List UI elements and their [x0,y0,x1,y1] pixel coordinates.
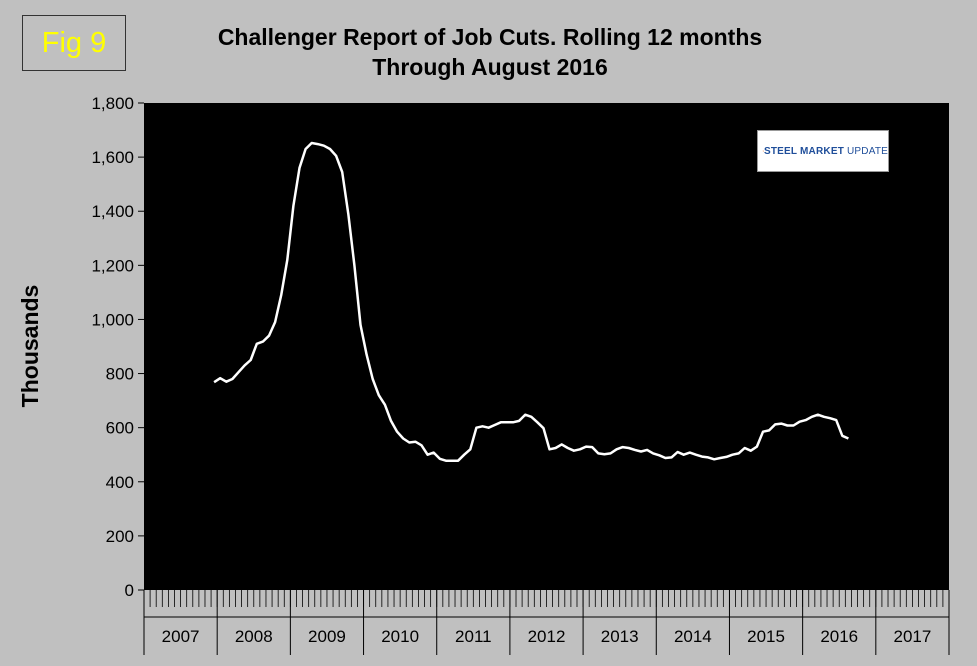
y-tick-label: 1,000 [91,310,134,329]
y-axis: 0 200 400 600 800 1,000 1,200 1,400 1,600 1,800 [91,94,144,600]
year-labels: 2007 2008 2009 2010 2011 2012 2013 2014 2015 2016… [143,590,950,655]
y-tick-label: 400 [106,473,134,492]
year-label: 2012 [528,627,566,646]
chart-title-line1: Challenger Report of Job Cuts. Rolling 1… [217,24,763,50]
y-tick-label: 200 [106,527,134,546]
y-axis-title: Thousands [17,285,43,408]
chart-title: Challenger Report of Job Cuts. Rolling 1… [140,22,840,82]
x-axis [143,590,950,607]
logo-text-bold: STEEL MARKET [764,145,844,157]
logo-text-light: UPDATE [844,145,888,157]
year-label: 2013 [601,627,639,646]
y-tick-label: 1,400 [91,202,134,221]
figure-badge: Fig 9 [22,15,126,71]
plot-area [144,103,949,590]
logo-text: STEEL MARKET UPDATE [764,146,888,157]
year-label: 2016 [820,627,858,646]
year-label: 2010 [381,627,419,646]
y-tick-label: 1,200 [91,256,134,275]
year-label: 2009 [308,627,346,646]
steel-market-update-logo: STEEL MARKET UPDATE [757,130,889,172]
y-tick-label: 1,600 [91,148,134,167]
year-label: 2008 [235,627,273,646]
y-tick-label: 800 [106,365,134,384]
chart-title-line2: Through August 2016 [372,54,608,80]
y-tick-label: 0 [125,581,134,600]
year-label: 2007 [162,627,200,646]
year-label: 2014 [674,627,712,646]
year-label: 2017 [893,627,931,646]
swoosh-icon [762,150,764,152]
y-tick-label: 600 [106,419,134,438]
y-tick-label: 1,800 [91,94,134,113]
year-label: 2015 [747,627,785,646]
series-line [213,141,849,462]
year-label: 2011 [455,627,492,646]
